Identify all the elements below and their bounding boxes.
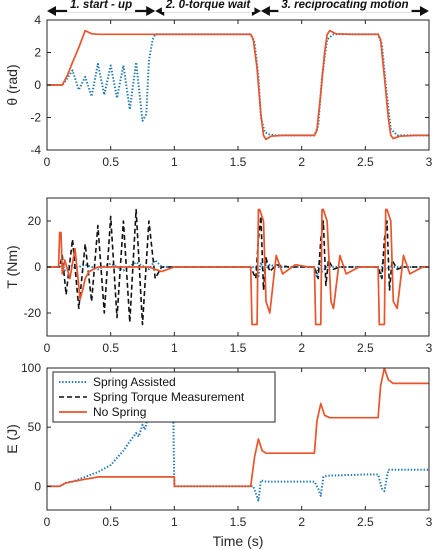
legend-entry: No Spring (93, 405, 146, 419)
x-tick-label: 2 (298, 515, 305, 529)
y-tick-label: 0 (34, 260, 41, 274)
phase-arrow: 3. reciprocating motion (260, 0, 429, 16)
x-tick-label: 1 (171, 155, 178, 169)
x-tick-label: 1.5 (230, 515, 247, 529)
y-tick-label: -2 (30, 111, 41, 125)
series-line-spring-torque-measurement (47, 208, 429, 326)
y-tick-label: 100 (21, 361, 41, 375)
legend-entry: Spring Torque Measurement (93, 390, 245, 404)
x-tick-label: 2 (298, 341, 305, 355)
x-tick-label: 0.5 (102, 155, 119, 169)
x-tick-label: 3 (426, 341, 433, 355)
x-tick-label: 2 (298, 155, 305, 169)
panel-theta: 0 0.5 1 1.5 2 2.5 3 -4 -2 0 2 4 θ (rad) 1. start - up… (4, 0, 433, 169)
phase-label: 3. reciprocating motion (281, 0, 408, 11)
x-tick-label: 2.5 (357, 515, 374, 529)
phase-label: 1. start - up (70, 0, 132, 11)
x-tick-label: 3 (426, 155, 433, 169)
y-tick-label: -4 (30, 143, 41, 157)
x-tick-label: 1.5 (230, 155, 247, 169)
series-line-spring-assisted (47, 33, 429, 137)
legend-entry: Spring Assisted (93, 375, 176, 389)
series-line-no-spring (47, 368, 429, 488)
y-tick-label: 2 (34, 46, 41, 60)
x-axis-label: Time (s) (213, 533, 264, 549)
x-tick-label: 1.5 (230, 341, 247, 355)
y-tick-label: 50 (28, 420, 42, 434)
series-line-spring-assisted (47, 259, 429, 278)
x-tick-label: 0 (44, 155, 51, 169)
x-tick-label: 2.5 (357, 341, 374, 355)
series-line-no-spring (47, 208, 429, 326)
x-tick-label: 0 (44, 515, 51, 529)
series-line-no-spring (47, 29, 429, 141)
panel-torque: 0 0.5 1 1.5 2 2.5 3 -20 0 20 T (Nm) (4, 197, 433, 355)
y-tick-label: 0 (34, 78, 41, 92)
phase-label: 2. 0-torque wait (165, 0, 252, 11)
panel-energy: 0 0.5 1 1.5 2 2.5 3 0 50 100 E (J) Time (s) Spring A… (4, 361, 433, 549)
y-axis-label: θ (rad) (4, 64, 20, 105)
x-tick-label: 1 (171, 515, 178, 529)
y-axis-label: E (J) (4, 424, 20, 454)
y-tick-label: 4 (34, 13, 41, 27)
x-tick-label: 1 (171, 341, 178, 355)
x-tick-label: 3 (426, 515, 433, 529)
y-tick-label: 20 (28, 214, 42, 228)
y-tick-label: -20 (24, 306, 42, 320)
x-tick-label: 0.5 (102, 341, 119, 355)
y-tick-label: 0 (34, 479, 41, 493)
phase-arrow: 1. start - up (47, 0, 156, 16)
y-axis-label: T (Nm) (4, 245, 20, 288)
x-tick-label: 2.5 (357, 155, 374, 169)
x-tick-label: 0.5 (102, 515, 119, 529)
axes-frame (46, 19, 430, 151)
phase-arrow: 2. 0-torque wait (155, 0, 261, 16)
x-tick-label: 0 (44, 341, 51, 355)
